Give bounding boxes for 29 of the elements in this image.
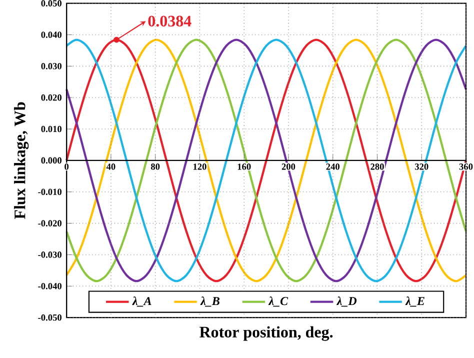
legend-label: λ_B <box>200 296 220 307</box>
y-tick-label: 0.000 <box>41 158 62 164</box>
x-tick-label: 40 <box>106 164 116 170</box>
x-tick-label: 360 <box>459 164 473 170</box>
x-tick-label: 0 <box>64 164 69 170</box>
x-tick-label: 280 <box>370 164 384 170</box>
legend-label: λ_D <box>336 296 357 307</box>
y-tick-label: -0.050 <box>38 314 62 321</box>
y-axis-title: Flux linkage, Wb <box>14 102 29 220</box>
y-tick-label: -0.010 <box>38 188 62 196</box>
legend-label: λ_E <box>405 296 424 307</box>
y-tick-label: 0.010 <box>41 126 62 132</box>
y-tick-label: 0.020 <box>41 94 62 102</box>
x-tick-label: 160 <box>238 164 251 170</box>
legend-label: λ_C <box>268 296 288 307</box>
legend-label: λ_A <box>132 296 152 307</box>
y-tick-label: -0.020 <box>38 220 62 227</box>
x-tick-label: 240 <box>326 164 340 170</box>
x-tick-label: 120 <box>193 164 206 170</box>
y-tick-label: 0.040 <box>41 32 62 38</box>
x-axis-title: Rotor position, deg. <box>200 326 333 342</box>
annotation: 0.0384 <box>148 16 192 27</box>
y-tick-label: 0.030 <box>41 63 62 70</box>
x-tick-label: 320 <box>414 164 428 170</box>
y-tick-label: 0.050 <box>41 0 62 7</box>
y-tick-label: -0.030 <box>38 252 62 258</box>
x-tick-label: 80 <box>150 164 160 170</box>
y-tick-label: -0.040 <box>38 283 62 290</box>
x-tick-label: 200 <box>282 164 296 170</box>
